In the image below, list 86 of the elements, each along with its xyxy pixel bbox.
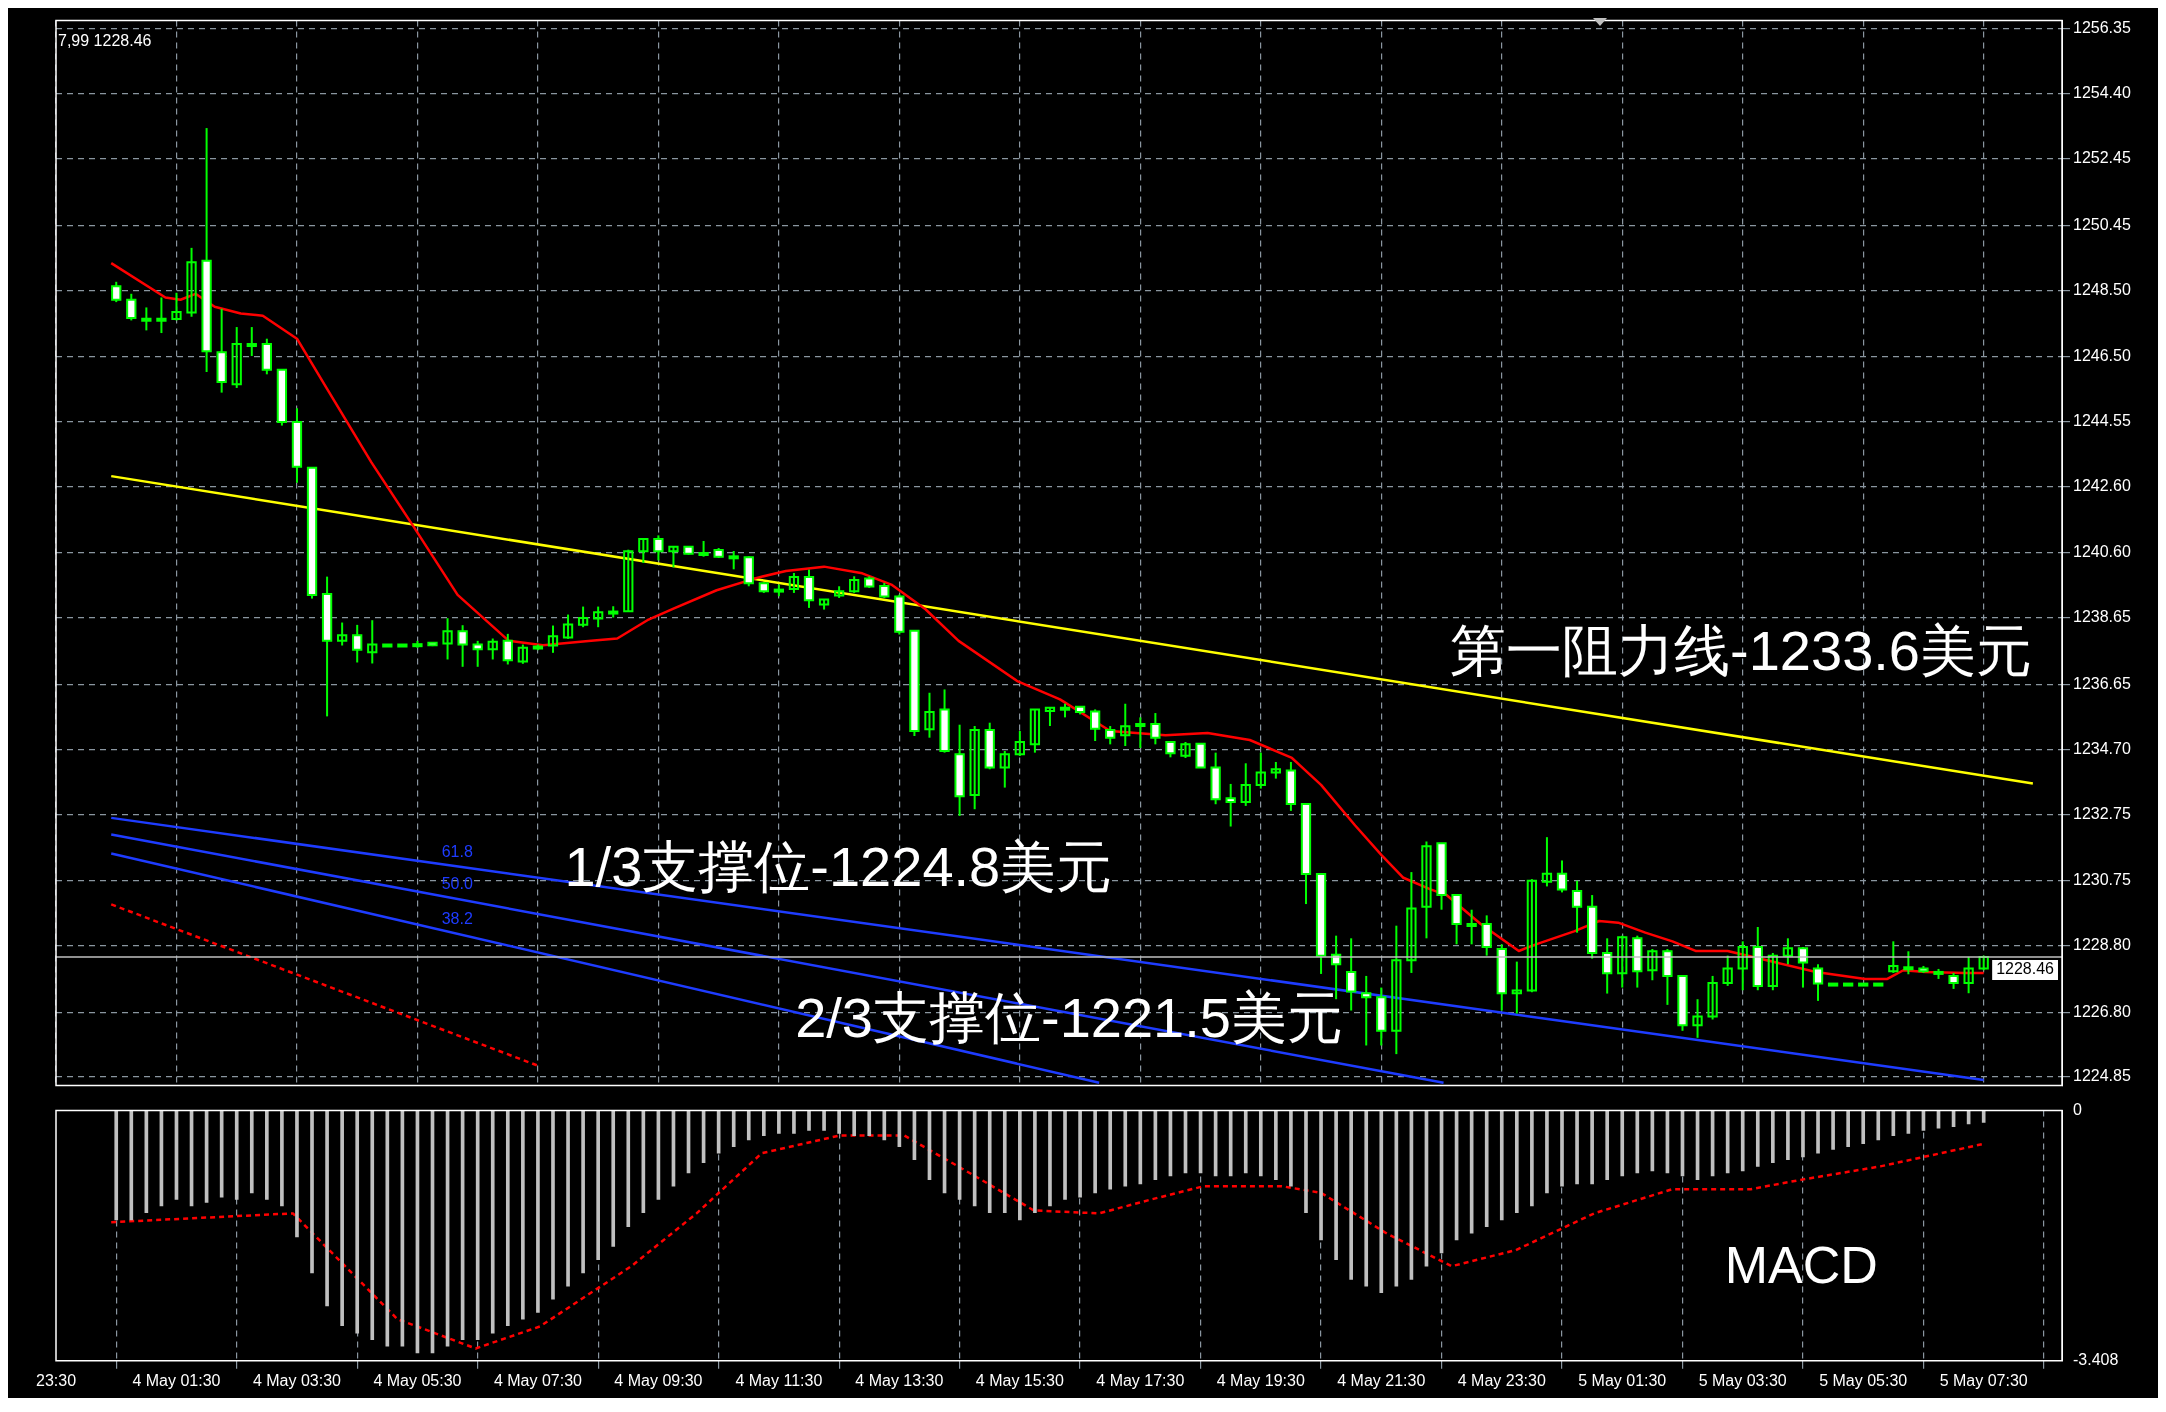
series-label: 50.0 xyxy=(441,875,473,893)
candlestick xyxy=(1511,960,1522,1015)
candlestick xyxy=(1963,955,1974,995)
x-tick-label: 4 May 15:30 xyxy=(975,1371,1064,1389)
candlestick xyxy=(156,296,167,335)
candlestick xyxy=(1737,940,1748,992)
candlestick xyxy=(924,691,935,739)
candlestick xyxy=(442,617,453,661)
candlestick xyxy=(1391,924,1402,1056)
candlestick xyxy=(1782,937,1794,966)
candlestick xyxy=(969,725,980,811)
candlestick xyxy=(171,291,182,322)
candlestick xyxy=(1406,871,1417,974)
y-tick-label: 1230.75 xyxy=(2073,871,2131,889)
candlestick xyxy=(1707,974,1718,1021)
candlestick xyxy=(1135,716,1146,749)
x-tick-label: 4 May 01:30 xyxy=(132,1371,221,1389)
y-tick-label: 1242.60 xyxy=(2073,476,2131,494)
y-tick-label: 1232.75 xyxy=(2073,804,2131,822)
candlestick xyxy=(623,548,634,613)
x-tick-label: 5 May 05:30 xyxy=(1819,1371,1908,1389)
candlestick xyxy=(487,637,498,661)
candlestick xyxy=(337,621,348,647)
series-label: 38.2 xyxy=(441,910,473,928)
y-tick-label: 1226.80 xyxy=(2073,1002,2131,1020)
y-tick-label: 1240.60 xyxy=(2073,543,2131,561)
y-tick-label: 1256.35 xyxy=(2073,19,2131,37)
y-tick-label: 1236.65 xyxy=(2073,674,2131,692)
y-tick-label: 1234.70 xyxy=(2073,739,2131,757)
candlestick xyxy=(668,545,679,569)
candlestick xyxy=(1617,934,1628,989)
candlestick xyxy=(1029,708,1041,754)
y-tick-label: 1252.45 xyxy=(2073,149,2131,167)
y-tick-label: 1254.40 xyxy=(2073,84,2131,102)
candlestick xyxy=(1014,730,1025,757)
candlestick xyxy=(1647,947,1658,982)
x-tick-label: 4 May 19:30 xyxy=(1216,1371,1305,1389)
annotation: MACD xyxy=(1724,1235,1878,1294)
candlestick xyxy=(1044,706,1056,728)
x-tick-label: 5 May 01:30 xyxy=(1578,1371,1667,1389)
candlestick xyxy=(1255,751,1266,790)
candlestick xyxy=(1541,836,1553,888)
y-tick-label: 1244.55 xyxy=(2073,411,2131,429)
candlestick xyxy=(999,749,1010,789)
candlestick xyxy=(186,246,197,318)
candlestick xyxy=(367,619,378,665)
candlestick xyxy=(1767,951,1778,992)
annotation: 7,99 1228.46 xyxy=(58,31,152,49)
candlestick xyxy=(1888,940,1899,974)
y-tick-label: -3.408 xyxy=(2073,1351,2119,1369)
x-tick-label: 5 May 07:30 xyxy=(1939,1371,2028,1389)
x-tick-label: 4 May 07:30 xyxy=(493,1371,583,1389)
y-tick-label: 1248.50 xyxy=(2073,280,2131,298)
y-tick-label: 1228.80 xyxy=(2073,936,2131,954)
candlestick xyxy=(788,571,800,594)
candlestick xyxy=(1526,878,1538,994)
candlestick xyxy=(1421,840,1432,940)
x-tick-label: 4 May 17:30 xyxy=(1096,1371,1185,1389)
candlestick xyxy=(638,538,649,564)
candlestick xyxy=(728,550,739,571)
x-tick-label: 23:30 xyxy=(35,1371,77,1389)
candlestick xyxy=(1240,762,1251,807)
y-tick-label: 1246.50 xyxy=(2073,347,2131,365)
candlestick xyxy=(547,624,559,654)
ref-line-label: 1228.46 xyxy=(1996,960,2055,978)
y-tick-label: 0 xyxy=(2073,1101,2082,1119)
x-tick-label: 4 May 23:30 xyxy=(1457,1371,1546,1389)
x-tick-label: 4 May 09:30 xyxy=(614,1371,703,1389)
y-tick-label: 1250.45 xyxy=(2073,215,2131,233)
y-tick-label: 1224.85 xyxy=(2073,1067,2131,1085)
x-tick-label: 4 May 05:30 xyxy=(373,1371,462,1389)
candlestick xyxy=(577,605,589,629)
x-tick-label: 5 May 03:30 xyxy=(1698,1371,1787,1389)
candlestick xyxy=(231,326,242,389)
candlestick xyxy=(593,605,604,629)
candlestick xyxy=(517,643,528,665)
candlestick xyxy=(1120,702,1131,747)
annotation: 第一阻力线-1233.6美元 xyxy=(1450,618,2033,682)
y-tick-label: 1238.65 xyxy=(2073,608,2131,626)
x-tick-label: 4 May 11:30 xyxy=(735,1371,823,1389)
x-tick-label: 4 May 21:30 xyxy=(1337,1371,1426,1389)
candlestick xyxy=(562,613,574,640)
series-label: 61.8 xyxy=(441,842,473,860)
candlestick xyxy=(1692,998,1703,1039)
x-tick-label: 4 May 03:30 xyxy=(252,1371,342,1389)
x-tick-label: 4 May 13:30 xyxy=(855,1371,944,1389)
